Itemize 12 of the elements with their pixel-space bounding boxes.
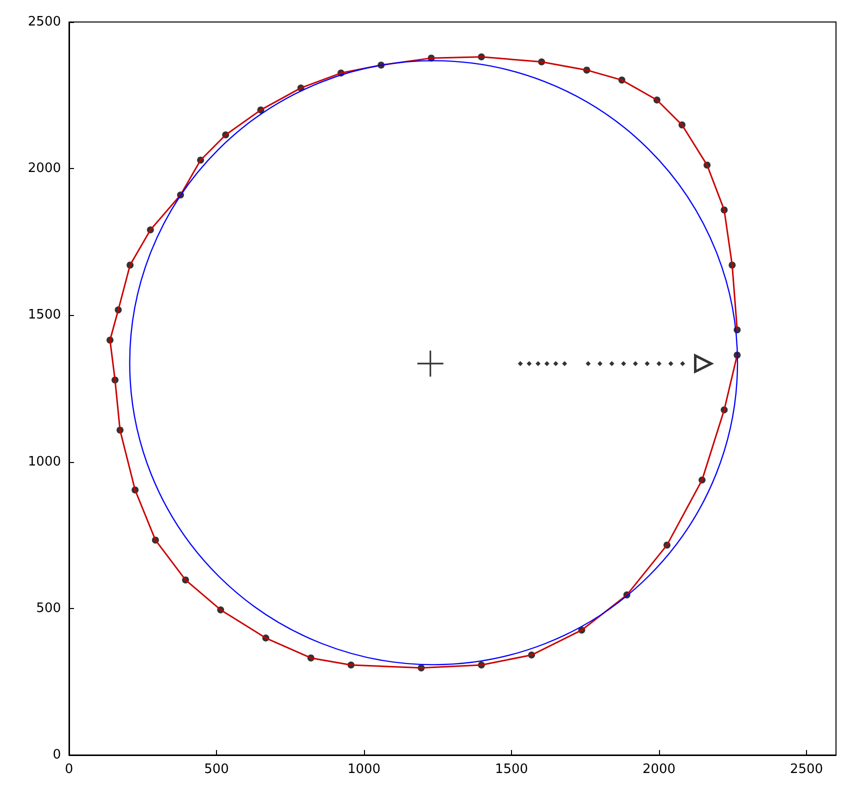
y-tick-label: 2500 [28, 14, 61, 30]
x-tick-label: 2000 [642, 762, 676, 777]
x-tick-label: 500 [204, 762, 229, 777]
y-tick-label: 1500 [28, 308, 61, 323]
x-tick-label: 1000 [347, 762, 381, 777]
y-tick-label: 1000 [28, 454, 61, 470]
x-tick-label: 0 [64, 762, 74, 777]
y-tick-label: 0 [52, 748, 61, 762]
x-tick-label: 2500 [790, 762, 824, 777]
x-tick-label: 1500 [494, 762, 528, 777]
y-tick-label: 500 [36, 600, 61, 616]
y-tick-label: 2000 [28, 161, 61, 176]
